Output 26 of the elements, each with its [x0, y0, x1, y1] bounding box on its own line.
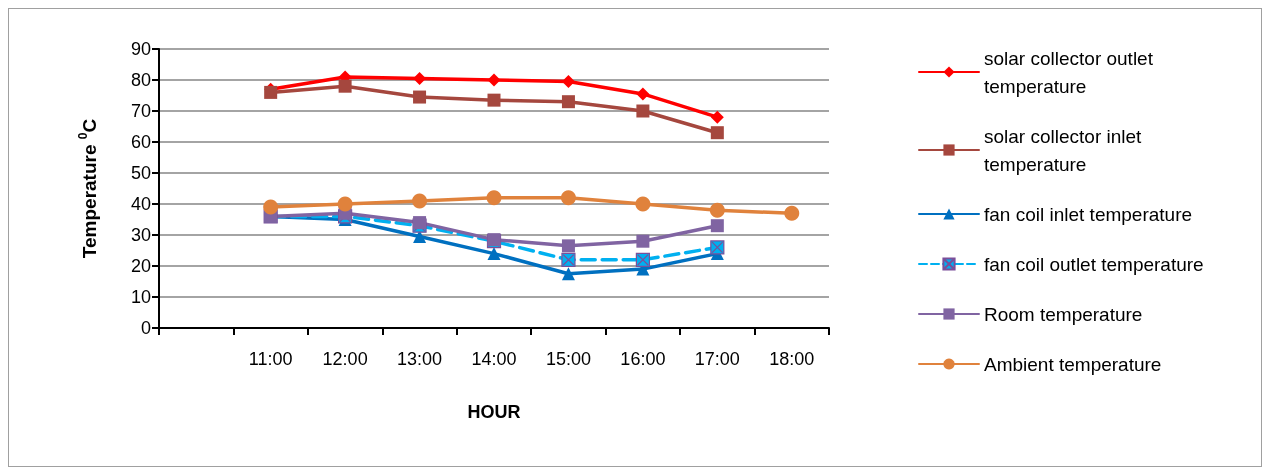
y-tick-label: 50: [130, 163, 151, 183]
y-tick-label: 60: [130, 132, 151, 152]
y-tick-label: 30: [130, 225, 151, 245]
y-tick-label: 80: [130, 70, 151, 90]
y-tick-label: 40: [130, 194, 151, 214]
x-tick-label: 14:00: [471, 349, 517, 369]
legend-label: solar collector inlet temperature: [984, 125, 1147, 175]
legend-label: Ambient temperature: [984, 353, 1162, 375]
legend-label: fan coil outlet temperature: [984, 253, 1204, 275]
y-tick-label: 0: [140, 318, 151, 338]
y-tick-label: 70: [130, 101, 151, 121]
legend-label: Room temperature: [984, 303, 1143, 325]
x-axis-title: HOUR: [467, 402, 521, 422]
x-tick-label: 11:00: [248, 349, 293, 369]
y-tick-label: 90: [130, 39, 151, 59]
x-tick-label: 16:00: [620, 349, 666, 369]
x-tick-label: 17:00: [694, 349, 740, 369]
x-tick-label: 15:00: [545, 349, 591, 369]
y-tick-label: 20: [130, 256, 151, 276]
x-tick-label: 18:00: [769, 349, 815, 369]
legend-label: solar collector outlet temperature: [984, 47, 1159, 97]
legend-label: fan coil inlet temperature: [984, 203, 1193, 225]
x-tick-label: 12:00: [322, 349, 368, 369]
x-tick-label: 13:00: [397, 349, 443, 369]
y-tick-label: 10: [130, 287, 151, 307]
y-axis-title: Temperature 0C: [76, 118, 100, 259]
